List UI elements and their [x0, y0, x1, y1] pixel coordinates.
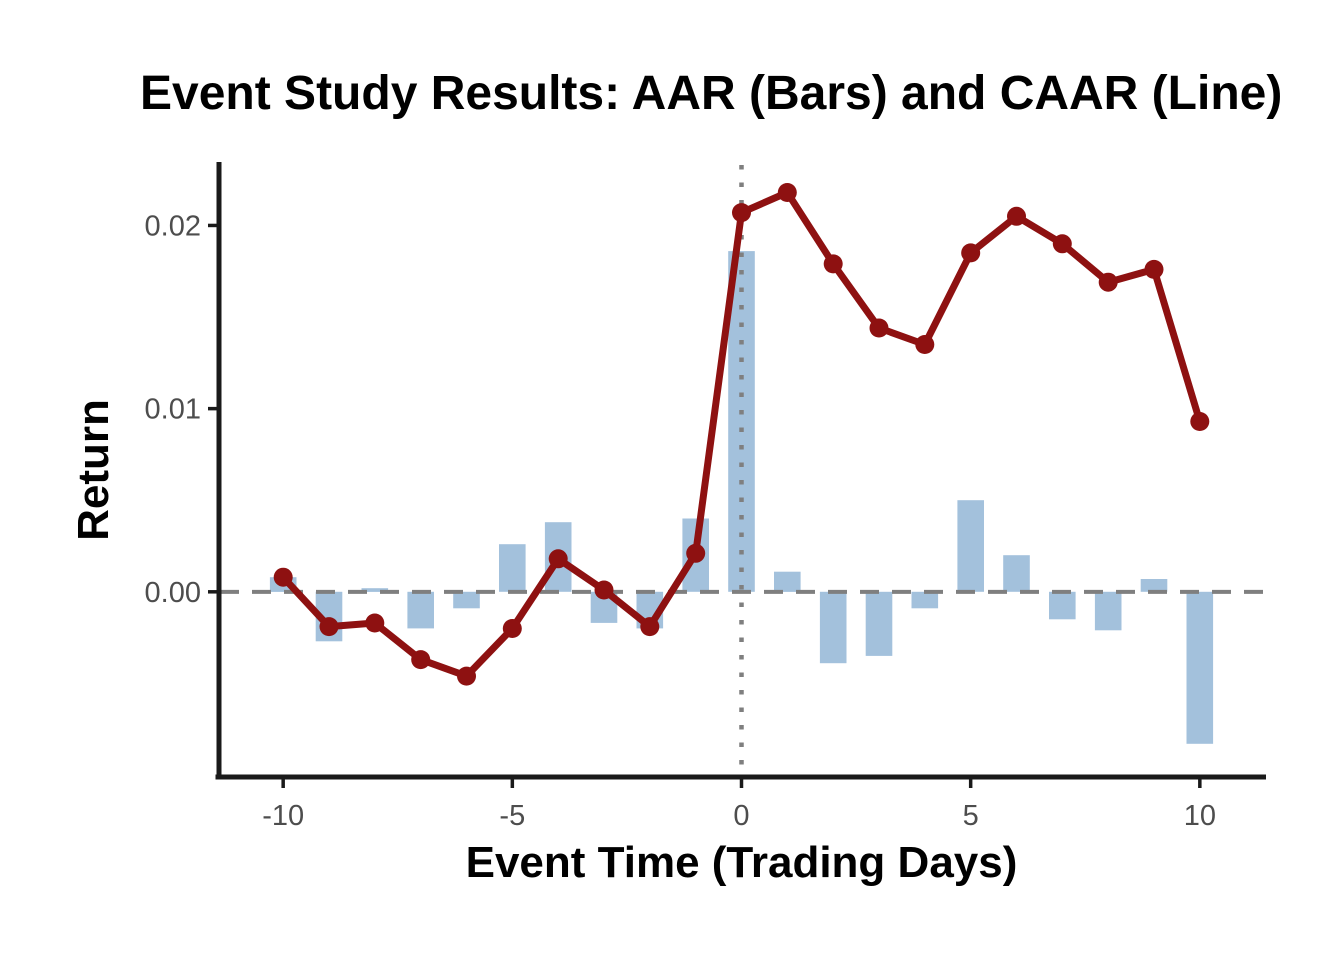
- aar-bar: [819, 591, 847, 664]
- caar-point: [915, 335, 935, 354]
- aar-bar: [957, 500, 984, 592]
- aar-bar: [499, 544, 526, 592]
- caar-point: [961, 243, 981, 263]
- caar-point: [1190, 412, 1210, 431]
- aar-bar: [865, 591, 893, 656]
- caar-point: [1052, 234, 1072, 254]
- x-axis-title: Event Time (Trading Days): [465, 838, 1018, 887]
- caar-point: [686, 543, 706, 563]
- x-tick-label: -10: [262, 800, 304, 832]
- y-tick-label: 0.01: [145, 394, 201, 426]
- y-tick-label: 0.02: [145, 210, 201, 242]
- aar-bar: [361, 588, 389, 592]
- aar-bar: [774, 571, 801, 592]
- caar-point: [594, 580, 614, 600]
- aar-bar: [1049, 591, 1076, 620]
- x-tick-label: 0: [733, 800, 749, 832]
- caar-point: [502, 619, 522, 638]
- aar-bar: [407, 591, 434, 629]
- caar-point: [1007, 206, 1026, 226]
- y-tick-label: 0.00: [145, 577, 201, 609]
- caar-point: [365, 613, 385, 633]
- chart-title: Event Study Results: AAR (Bars) and CAAR…: [140, 67, 1283, 120]
- aar-bar: [1186, 591, 1214, 744]
- caar-point: [732, 203, 751, 223]
- aar-bar: [1140, 579, 1168, 592]
- x-tick-label: -5: [499, 800, 525, 832]
- caar-point: [640, 617, 660, 637]
- caar-point: [457, 666, 476, 686]
- aar-bar: [1003, 555, 1030, 592]
- aar-bar: [1094, 591, 1122, 631]
- caar-point: [1098, 272, 1118, 292]
- caar-point: [411, 650, 431, 670]
- caar-point: [777, 183, 797, 202]
- aar-bar: [911, 591, 939, 609]
- caar-point: [869, 318, 889, 338]
- caar-point: [823, 254, 843, 274]
- caar-point: [548, 549, 568, 569]
- caar-point: [319, 617, 339, 637]
- caar-point: [1144, 259, 1164, 279]
- x-tick-label: 10: [1184, 800, 1216, 832]
- aar-bar: [453, 591, 480, 609]
- x-tick-label: 5: [963, 800, 979, 832]
- caar-point: [273, 567, 293, 587]
